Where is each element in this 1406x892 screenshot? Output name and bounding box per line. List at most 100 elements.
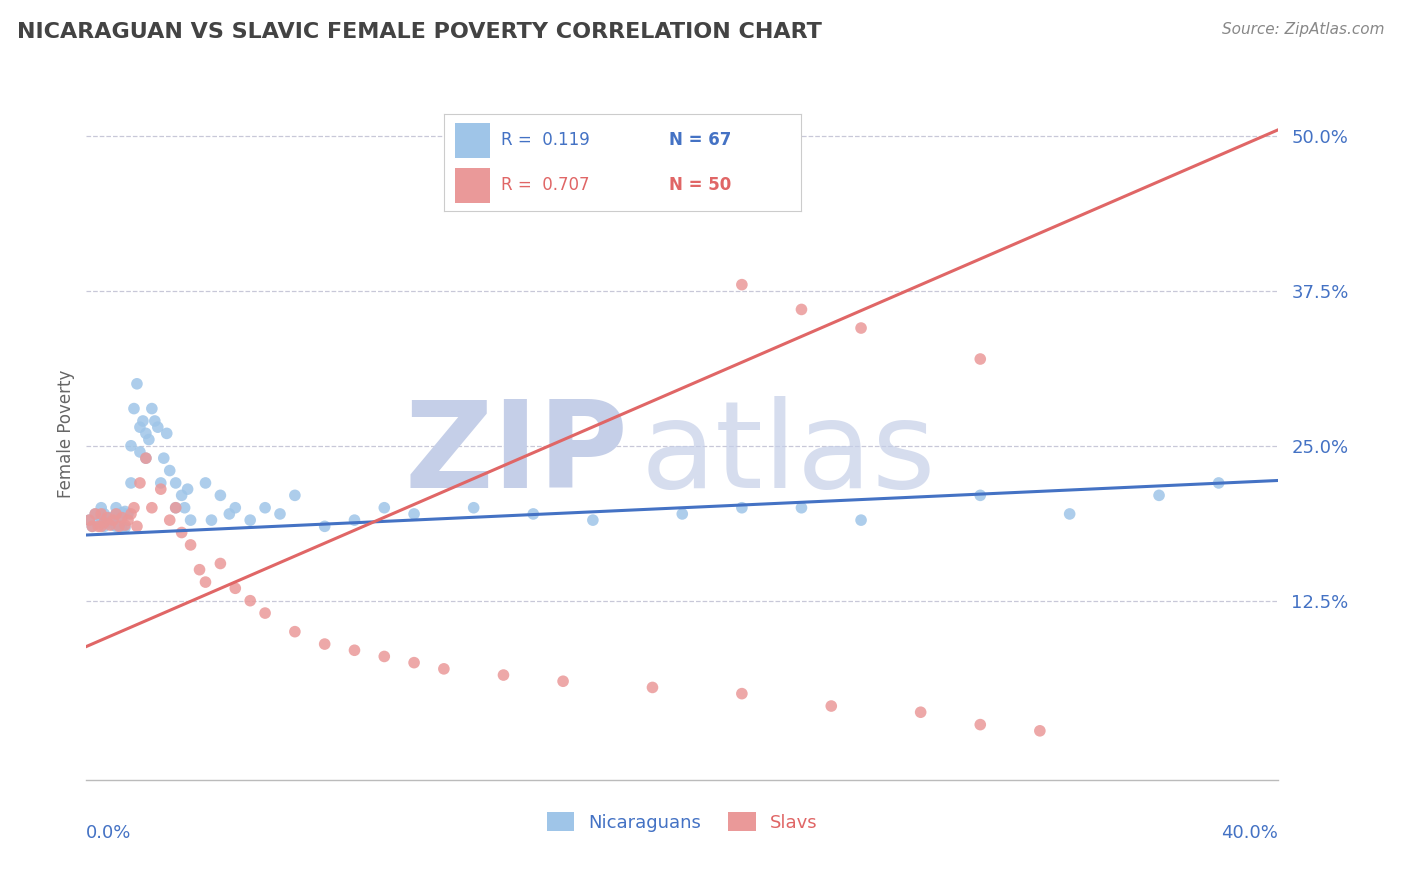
Point	[522, 507, 544, 521]
Point	[98, 510, 121, 524]
Point	[165, 500, 187, 515]
Point	[1059, 507, 1081, 521]
Point	[284, 488, 307, 502]
Point	[84, 507, 107, 521]
Point	[1029, 723, 1052, 738]
Point	[582, 513, 605, 527]
Point	[284, 624, 307, 639]
Text: atlas: atlas	[641, 396, 936, 513]
Point	[849, 321, 872, 335]
Point	[209, 488, 232, 502]
Point	[135, 451, 157, 466]
Point	[82, 519, 104, 533]
Point	[129, 445, 152, 459]
Point	[820, 699, 842, 714]
Point	[149, 482, 172, 496]
Point	[969, 351, 991, 366]
Point	[117, 507, 139, 521]
Point	[343, 643, 366, 657]
Point	[96, 516, 118, 530]
Point	[114, 504, 136, 518]
Point	[180, 513, 202, 527]
Point	[149, 475, 172, 490]
Point	[111, 522, 134, 536]
Point	[135, 451, 157, 466]
Point	[82, 519, 104, 533]
Point	[101, 518, 124, 533]
Point	[120, 475, 142, 490]
Y-axis label: Female Poverty: Female Poverty	[58, 369, 75, 498]
Point	[120, 507, 142, 521]
Point	[90, 500, 112, 515]
Point	[200, 513, 222, 527]
Point	[138, 433, 160, 447]
Point	[269, 507, 291, 521]
Point	[173, 500, 195, 515]
Point	[790, 302, 813, 317]
Point	[969, 488, 991, 502]
Point	[146, 420, 169, 434]
Point	[849, 513, 872, 527]
Text: 40.0%: 40.0%	[1222, 824, 1278, 842]
Point	[551, 674, 574, 689]
Point	[254, 500, 277, 515]
Point	[77, 513, 100, 527]
Point	[141, 401, 163, 416]
Text: ZIP: ZIP	[405, 396, 628, 513]
Point	[141, 500, 163, 515]
Point	[373, 649, 395, 664]
Point	[224, 500, 246, 515]
Point	[101, 513, 124, 527]
Point	[671, 507, 693, 521]
Text: Source: ZipAtlas.com: Source: ZipAtlas.com	[1222, 22, 1385, 37]
Point	[156, 426, 179, 441]
Point	[135, 426, 157, 441]
Point	[132, 414, 155, 428]
Point	[170, 525, 193, 540]
Point	[129, 475, 152, 490]
Point	[93, 507, 115, 521]
Point	[105, 507, 128, 521]
Point	[159, 464, 181, 478]
Point	[492, 668, 515, 682]
Point	[463, 500, 485, 515]
Point	[90, 510, 112, 524]
Point	[731, 277, 754, 292]
Text: 0.0%: 0.0%	[86, 824, 132, 842]
Point	[122, 500, 145, 515]
Point	[188, 563, 211, 577]
Point	[98, 518, 121, 533]
Legend: Nicaraguans, Slavs: Nicaraguans, Slavs	[538, 804, 827, 841]
Point	[117, 513, 139, 527]
Point	[343, 513, 366, 527]
Point	[125, 519, 148, 533]
Point	[404, 507, 426, 521]
Point	[969, 717, 991, 731]
Point	[114, 520, 136, 534]
Point	[194, 475, 217, 490]
Point	[165, 475, 187, 490]
Point	[111, 506, 134, 520]
Point	[1147, 488, 1170, 502]
Point	[122, 401, 145, 416]
Point	[90, 519, 112, 533]
Point	[373, 500, 395, 515]
Point	[731, 687, 754, 701]
Point	[90, 507, 112, 521]
Point	[170, 488, 193, 502]
Point	[404, 656, 426, 670]
Point	[224, 582, 246, 596]
Point	[731, 500, 754, 515]
Point	[96, 510, 118, 524]
Point	[254, 606, 277, 620]
Point	[108, 509, 131, 524]
Point	[176, 482, 198, 496]
Point	[194, 575, 217, 590]
Point	[108, 519, 131, 533]
Point	[239, 513, 262, 527]
Point	[152, 451, 174, 466]
Point	[129, 420, 152, 434]
Point	[93, 519, 115, 533]
Point	[93, 516, 115, 530]
Text: NICARAGUAN VS SLAVIC FEMALE POVERTY CORRELATION CHART: NICARAGUAN VS SLAVIC FEMALE POVERTY CORR…	[17, 22, 821, 42]
